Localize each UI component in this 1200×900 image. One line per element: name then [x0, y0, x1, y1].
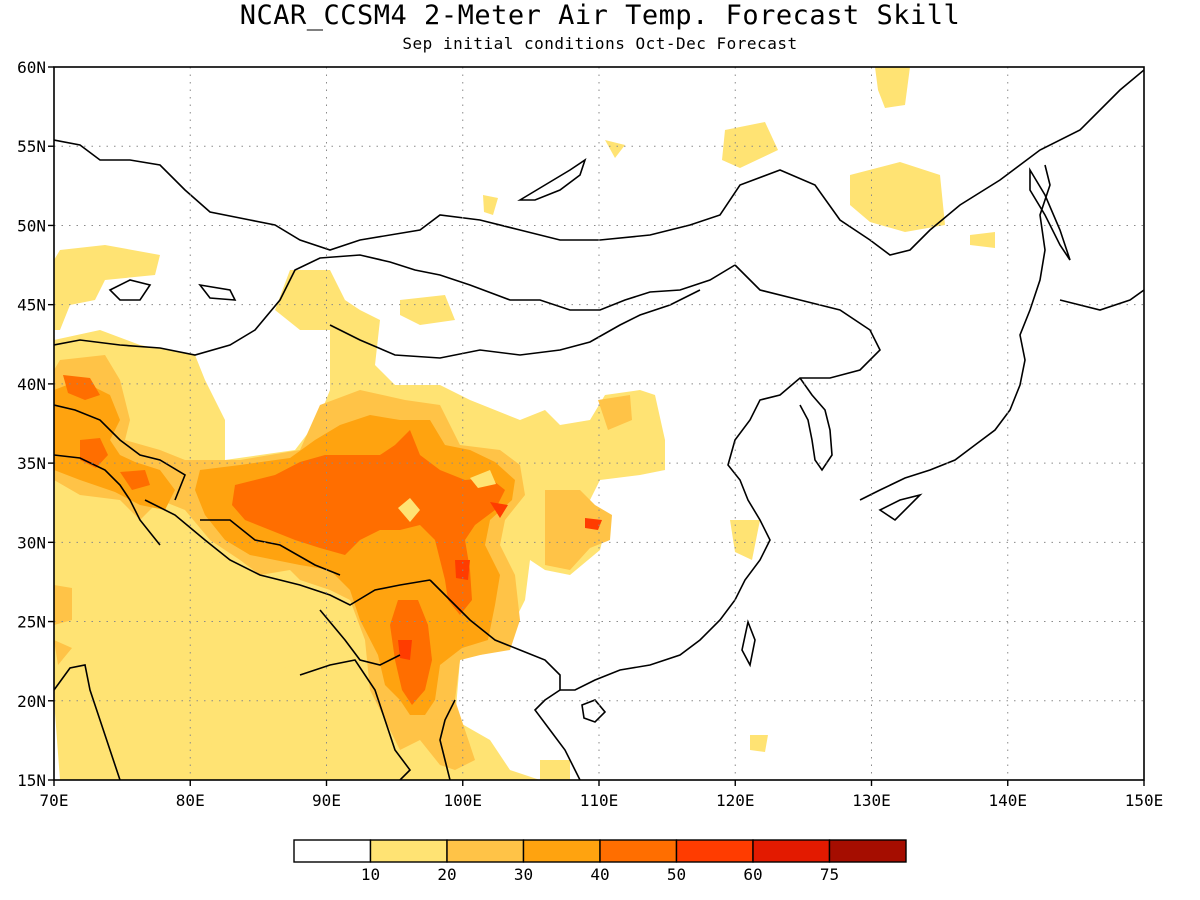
lat-axis: 15N 20N 25N 30N 35N 40N 45N 50N 55N 60N [17, 58, 54, 790]
lon-tick-label: 110E [580, 791, 619, 810]
colorbar-label: 30 [514, 865, 533, 884]
lon-tick-label: 120E [716, 791, 755, 810]
colorbar-label: 10 [361, 865, 380, 884]
lat-tick-label: 45N [17, 296, 46, 315]
colorbar-label: 60 [743, 865, 762, 884]
lon-tick-label: 140E [988, 791, 1027, 810]
coastlines [54, 69, 1144, 780]
colorbar-swatch [752, 839, 831, 863]
lat-tick-label: 55N [17, 137, 46, 156]
colorbar-swatch [599, 839, 678, 863]
lat-tick-label: 60N [17, 58, 46, 77]
colorbar-label: 75 [820, 865, 839, 884]
colorbar: 10 20 30 40 50 60 75 [293, 839, 907, 884]
lon-tick-label: 130E [852, 791, 891, 810]
lon-axis: 70E 80E 90E 100E 110E 120E 130E 140E 150E [40, 780, 1164, 810]
colorbar-swatch [369, 839, 448, 863]
lat-tick-label: 30N [17, 533, 46, 552]
colorbar-swatch [522, 839, 601, 863]
colorbar-label: 50 [667, 865, 686, 884]
graticule [54, 67, 1144, 780]
lat-tick-label: 20N [17, 692, 46, 711]
skill-level-10 [54, 67, 995, 780]
map-title: NCAR_CCSM4 2-Meter Air Temp. Forecast Sk… [239, 0, 961, 31]
colorbar-label: 40 [590, 865, 609, 884]
lon-tick-label: 150E [1125, 791, 1164, 810]
lat-tick-label: 35N [17, 454, 46, 473]
colorbar-swatch [828, 839, 907, 863]
colorbar-swatch [446, 839, 525, 863]
colorbar-label: 20 [437, 865, 456, 884]
lat-tick-label: 25N [17, 613, 46, 632]
colorbar-swatch [675, 839, 754, 863]
lat-tick-label: 15N [17, 771, 46, 790]
lon-tick-label: 80E [176, 791, 205, 810]
skill-hole-light [398, 470, 496, 522]
lon-tick-label: 100E [443, 791, 482, 810]
lat-tick-label: 50N [17, 216, 46, 235]
lon-tick-label: 70E [40, 791, 69, 810]
lon-tick-label: 90E [312, 791, 341, 810]
skill-field [54, 67, 995, 780]
map-subtitle: Sep initial conditions Oct-Dec Forecast [402, 34, 798, 53]
colorbar-swatch [293, 839, 372, 863]
lat-tick-label: 40N [17, 375, 46, 394]
